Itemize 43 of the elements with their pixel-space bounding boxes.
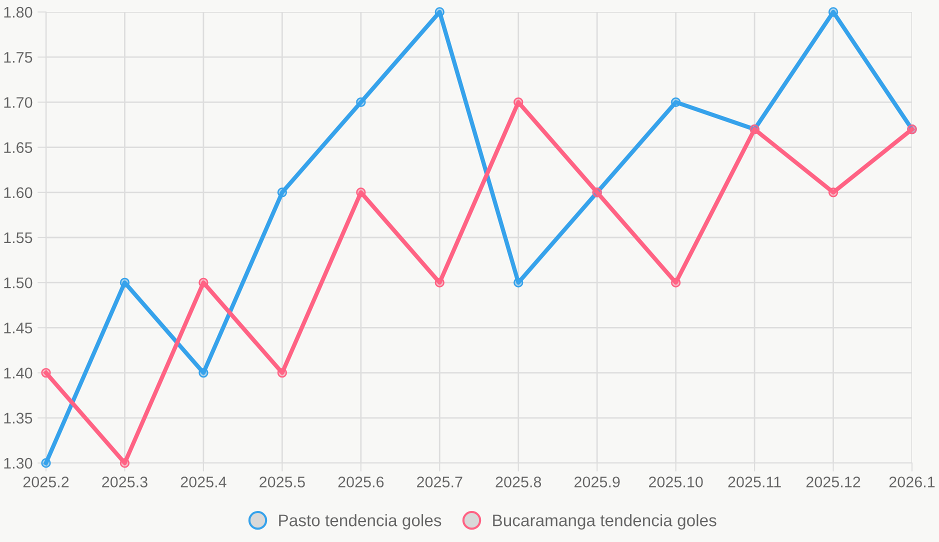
point [198,278,208,288]
x-tick-label: 2025.3 [102,476,148,488]
point [828,7,838,17]
point [277,368,288,378]
point [198,368,208,378]
y-tick-label: 1.75 [4,52,32,63]
point [434,278,444,288]
point [356,188,366,198]
x-tick-label: 2025.8 [496,476,542,488]
point [828,188,838,198]
y-tick-label: 1.35 [4,412,32,424]
x-tick-label: 2025.7 [417,476,462,488]
y-tick-label: 1.50 [4,277,32,288]
point [670,278,681,288]
point [434,7,444,17]
point [120,278,130,288]
x-tick-label: 2026.1 [889,476,935,488]
y-tick-label: 1.65 [4,142,32,153]
x-tick-label: 2025.5 [260,476,305,488]
legend-label: Pasto tendencia goles [279,514,442,530]
point [277,188,288,198]
y-tick-label: 1.70 [4,97,32,108]
point [670,97,681,108]
point [120,458,130,468]
y-tick-label: 1.80 [4,6,32,18]
x-tick-label: 2025.9 [574,476,620,488]
x-tick-label: 2025.10 [648,476,703,488]
point [41,368,51,378]
y-tick-label: 1.60 [4,187,32,198]
x-tick-label: 2025.6 [338,476,384,488]
y-tick-label: 1.45 [4,322,32,334]
legend-label: Bucaramanga tendencia goles [493,514,716,530]
x-tick-label: 2025.11 [728,476,781,488]
point [514,278,524,288]
y-tick-label: 1.30 [4,458,32,469]
x-tick-label: 2025.2 [23,476,69,488]
x-tick-label: 2025.4 [180,476,226,488]
y-tick-label: 1.40 [4,368,32,378]
point [514,97,524,108]
point [41,458,51,468]
y-tick-label: 1.55 [4,232,32,244]
x-tick-label: 2025.12 [806,476,860,488]
point [356,97,366,108]
